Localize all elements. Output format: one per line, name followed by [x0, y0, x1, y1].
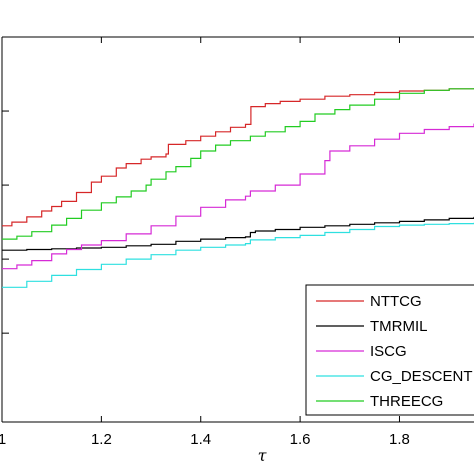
series-line-iscg: [2, 123, 474, 270]
x-tick-label: 1.2: [91, 431, 112, 448]
legend-box: [305, 284, 474, 416]
series-layer: [2, 88, 474, 288]
series-line-cg-descent: [2, 222, 474, 288]
legend-label: CG_DESCENT: [370, 368, 473, 385]
x-tick-label: 1.4: [190, 431, 211, 448]
legend-label: TMRMIL: [370, 318, 428, 335]
legend-label: NTTCG: [370, 293, 422, 310]
series-line-threecg: [2, 88, 474, 240]
axes-frame: [1, 36, 474, 423]
series-line-nttcg: [2, 88, 474, 227]
x-tick-label: 1.8: [389, 431, 410, 448]
x-axis-label: τ: [258, 446, 268, 465]
legend: NTTCG TMRMIL ISCG CG_DESCENT THREECG: [305, 284, 474, 416]
legend-label: THREECG: [370, 393, 443, 410]
x-tick-label: 1.6: [290, 431, 311, 448]
tick-layer: 1 1.2 1.4 1.6 1.8: [0, 37, 410, 448]
x-tick-label: 1: [0, 431, 6, 448]
series-line-tmrmil: [2, 216, 474, 251]
legend-label: ISCG: [370, 343, 407, 360]
